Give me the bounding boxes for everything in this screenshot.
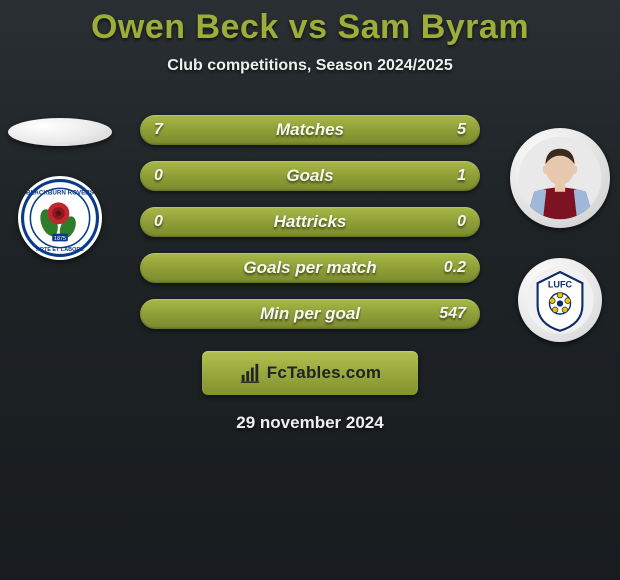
metric-bar: 0 Hattricks 0: [140, 207, 480, 237]
metric-right-value: 547: [439, 299, 466, 329]
metric-left-value: 0: [154, 207, 163, 237]
metric-bar: 7 Matches 5: [140, 115, 480, 145]
metrics-list: 7 Matches 5 0 Goals 1 0 Hattricks 0 Goal…: [0, 107, 620, 337]
metric-left-value: 0: [154, 161, 163, 191]
brand-text: FcTables.com: [267, 363, 382, 383]
metric-row: 7 Matches 5: [0, 107, 620, 153]
metric-row: 0 Goals 1: [0, 153, 620, 199]
metric-bar: 0 Goals 1: [140, 161, 480, 191]
metric-label: Goals: [140, 161, 480, 191]
metric-right-value: 5: [457, 115, 466, 145]
metric-right-value: 1: [457, 161, 466, 191]
metric-label: Hattricks: [140, 207, 480, 237]
metric-right-value: 0.2: [444, 253, 466, 283]
metric-left-value: 7: [154, 115, 163, 145]
subtitle: Club competitions, Season 2024/2025: [0, 57, 620, 75]
metric-label: Min per goal: [140, 299, 480, 329]
metric-label: Matches: [140, 115, 480, 145]
comparison-card: Owen Beck vs Sam Byram Club competitions…: [0, 0, 620, 580]
metric-bar: Min per goal 547: [140, 299, 480, 329]
bar-chart-icon: [239, 362, 261, 384]
metric-label: Goals per match: [140, 253, 480, 283]
date-label: 29 november 2024: [0, 413, 620, 433]
metric-right-value: 0: [457, 207, 466, 237]
metric-row: Min per goal 547: [0, 291, 620, 337]
metric-bar: Goals per match 0.2: [140, 253, 480, 283]
metric-row: 0 Hattricks 0: [0, 199, 620, 245]
page-title: Owen Beck vs Sam Byram: [0, 8, 620, 47]
metric-row: Goals per match 0.2: [0, 245, 620, 291]
brand-pill: FcTables.com: [202, 351, 418, 395]
